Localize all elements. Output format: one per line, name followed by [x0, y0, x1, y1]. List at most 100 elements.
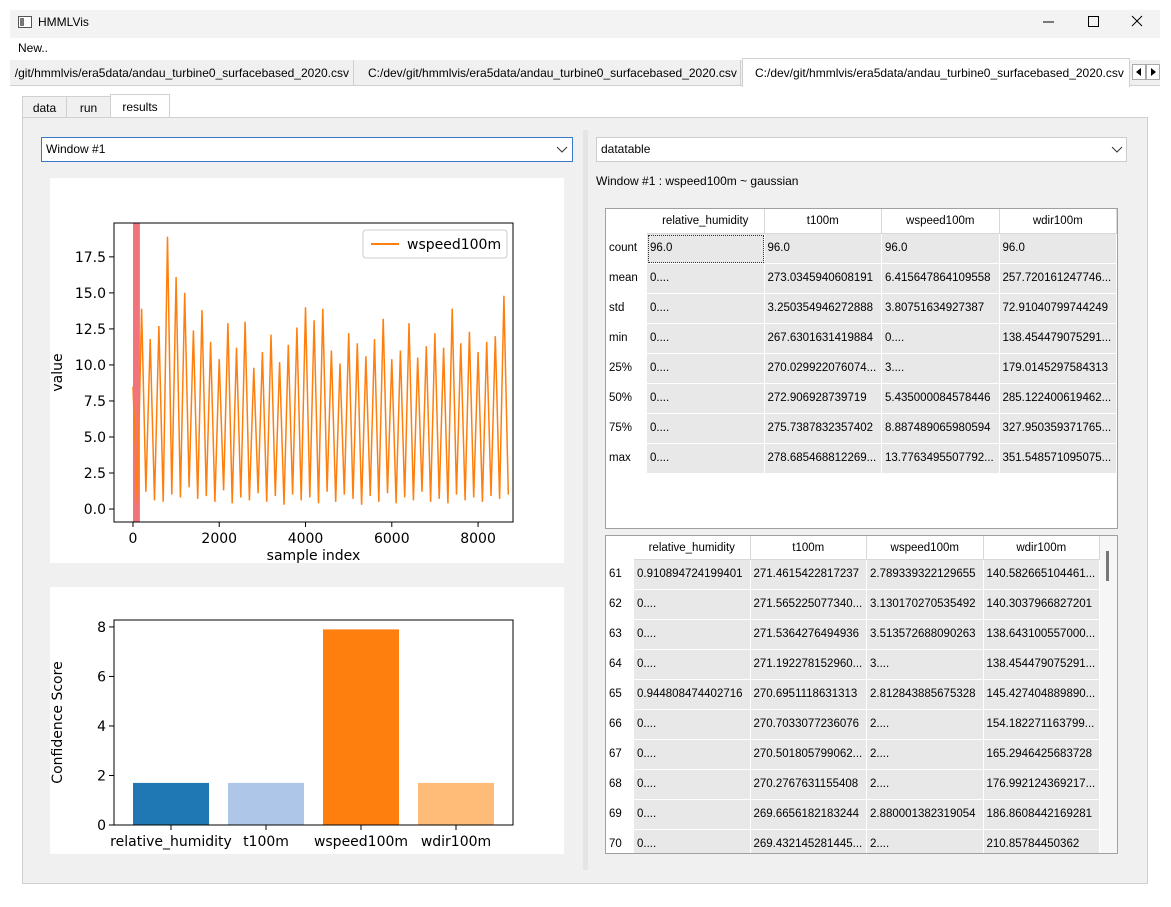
menu-bar — [10, 38, 1160, 58]
file-tab-active[interactable]: C:/dev/git/hmmlvis/era5data/andau_turbin… — [742, 58, 1130, 87]
y-tick-label: 7.5 — [84, 394, 106, 410]
table-cell: 273.0345940608191 — [765, 264, 883, 294]
table-cell: 13.7763495507792... — [882, 444, 1000, 474]
table-cell: 3.513572688090263 — [867, 620, 984, 650]
y-tick-label: 15.0 — [75, 286, 106, 302]
sub-tab[interactable]: data — [22, 96, 67, 118]
header-corner — [606, 209, 647, 234]
x-tick-label: wdir100m — [421, 834, 491, 850]
table-cell: 8.887489065980594 — [882, 414, 1000, 444]
window-controls[interactable] — [1040, 14, 1150, 30]
row-header: 25% — [606, 354, 647, 384]
table-cell: 0.... — [647, 294, 765, 324]
app-icon — [18, 16, 32, 28]
table-cell: 278.685468812269... — [765, 444, 883, 474]
column-header: t100m — [751, 536, 868, 560]
row-header: 67 — [606, 740, 634, 770]
row-header: max — [606, 444, 647, 474]
bar — [418, 783, 494, 825]
y-tick-label: 12.5 — [75, 322, 106, 338]
y-tick-label: 2.5 — [84, 466, 106, 482]
row-header: 70 — [606, 830, 634, 854]
table-cell: 186.8608442169281 — [984, 800, 1101, 830]
x-tick-label: t100m — [243, 834, 289, 850]
y-tick-label: 6 — [97, 669, 106, 685]
row-header: 64 — [606, 650, 634, 680]
y-tick-label: 17.5 — [75, 250, 106, 266]
table-cell: 270.7033077236076 — [751, 710, 868, 740]
row-header: 62 — [606, 590, 634, 620]
table-cell: 0.... — [634, 620, 751, 650]
y-axis-label: Confidence Score — [50, 661, 66, 783]
table-cell: 96.0 — [765, 234, 883, 264]
table-cell: 269.6656182183244 — [751, 800, 868, 830]
row-header: 63 — [606, 620, 634, 650]
table-cell: 2.880001382319054 — [867, 800, 984, 830]
table-cell: 0.... — [647, 414, 765, 444]
splitter[interactable] — [583, 130, 588, 870]
table-cell: 0.... — [882, 324, 1000, 354]
table-cell: 2.... — [867, 830, 984, 854]
table-cell: 210.85784450362 — [984, 830, 1101, 854]
row-header: 61 — [606, 560, 634, 590]
window-dropdown[interactable]: Window #1 — [41, 137, 573, 162]
data-table: relative_humidityt100mwspeed100mwdir100m… — [605, 535, 1118, 854]
row-header: std — [606, 294, 647, 324]
column-header: relative_humidity — [647, 209, 765, 234]
table-cell: 96.0 — [882, 234, 1000, 264]
file-tab[interactable]: /git/hmmlvis/era5data/andau_turbine0_sur… — [10, 60, 354, 86]
x-tick-label: relative_humidity — [110, 834, 232, 850]
row-header: mean — [606, 264, 647, 294]
sub-tab-active[interactable]: results — [110, 94, 170, 118]
table-cell: 327.950359371765... — [1000, 414, 1118, 444]
table-cell: 0.910894724199401 — [634, 560, 751, 590]
table-cell: 140.3037966827201 — [984, 590, 1101, 620]
header-corner — [606, 536, 634, 560]
bar — [133, 783, 209, 825]
table-cell: 72.91040799744249 — [1000, 294, 1118, 324]
view-dropdown[interactable]: datatable — [596, 137, 1127, 162]
tab-scroll-buttons[interactable] — [1132, 64, 1160, 80]
table-cell: 138.454479075291... — [984, 650, 1101, 680]
table-cell: 0.944808474402716 — [634, 680, 751, 710]
table-cell: 3.... — [882, 354, 1000, 384]
column-header: wspeed100m — [882, 209, 1000, 234]
row-header: 66 — [606, 710, 634, 740]
table-cell: 0.... — [647, 324, 765, 354]
table-cell: 96.0 — [647, 234, 765, 264]
table-cell: 176.992124369217... — [984, 770, 1101, 800]
table-cell: 6.415647864109558 — [882, 264, 1000, 294]
table-cell: 272.906928739719 — [765, 384, 883, 414]
title-bar — [10, 10, 1160, 38]
menu-item[interactable]: New.. — [18, 41, 48, 55]
bar — [228, 783, 304, 825]
table-cell: 179.0145297584313 — [1000, 354, 1118, 384]
table-cell: 270.029922076074... — [765, 354, 883, 384]
y-tick-label: 5.0 — [84, 430, 106, 446]
y-tick-label: 0.0 — [84, 502, 106, 518]
table-cell: 0.... — [634, 710, 751, 740]
table-cell: 3.130170270535492 — [867, 590, 984, 620]
row-header: 75% — [606, 414, 647, 444]
table-cell: 271.192278152960... — [751, 650, 868, 680]
table-cell: 0.... — [634, 590, 751, 620]
table-cell: 270.6951118631313 — [751, 680, 868, 710]
y-tick-label: 2 — [97, 768, 106, 784]
table-cell: 271.565225077340... — [751, 590, 868, 620]
dropdown-arrow — [1111, 144, 1123, 154]
table-cell: 0.... — [634, 830, 751, 854]
row-header: 68 — [606, 770, 634, 800]
table-cell: 0.... — [647, 384, 765, 414]
table-cell: 271.5364276494936 — [751, 620, 868, 650]
table-cell: 2.... — [867, 740, 984, 770]
legend-label: wspeed100m — [407, 237, 501, 253]
table-cell: 270.501805799062... — [751, 740, 868, 770]
stats-table: relative_humidityt100mwspeed100mwdir100m… — [605, 208, 1118, 529]
table-cell: 0.... — [647, 354, 765, 384]
x-tick-label: 0 — [129, 531, 138, 547]
table-cell: 275.7387832357402 — [765, 414, 883, 444]
file-tab[interactable]: C:/dev/git/hmmlvis/era5data/andau_turbin… — [355, 60, 741, 86]
sub-tab[interactable]: run — [66, 96, 111, 118]
x-tick-label: 6000 — [374, 531, 410, 547]
table-cell: 2.... — [867, 710, 984, 740]
